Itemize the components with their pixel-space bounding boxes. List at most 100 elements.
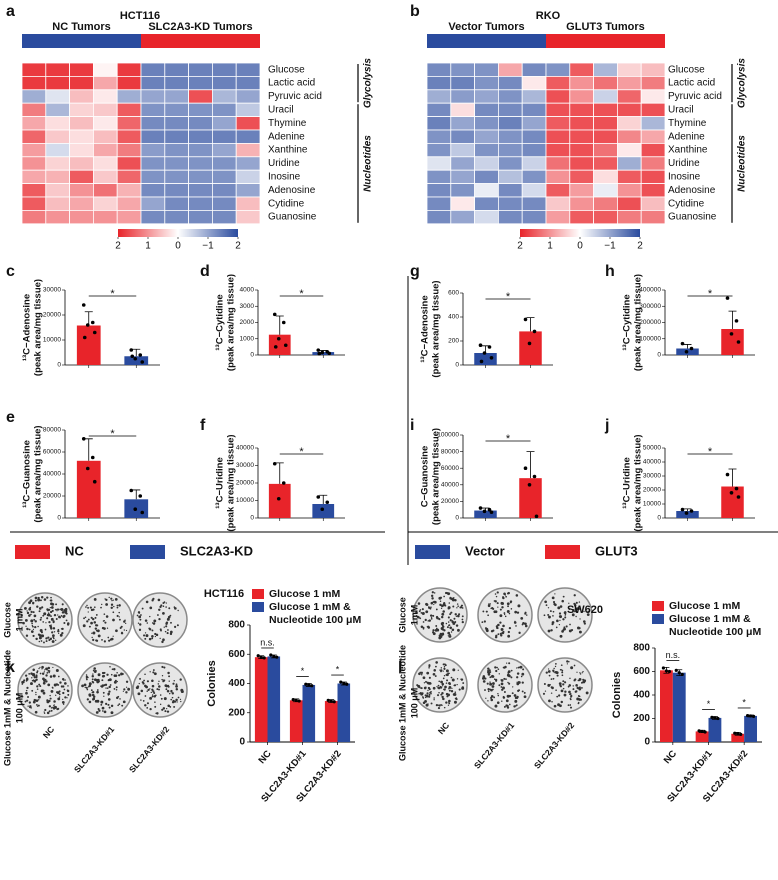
colony-dot [420,687,423,690]
colony-dot [487,700,489,702]
row-label: Lactic acid [668,78,715,89]
colony-dot [450,611,453,614]
colony-dot [554,593,556,595]
colony-dot [440,669,443,672]
bar [267,656,281,742]
colony-dot [119,698,121,700]
heatmap-cell [116,142,142,158]
data-point [320,350,325,355]
colony-dot [103,710,107,714]
heatmap-cell [640,156,666,171]
colorbar-tick-label: −1 [604,241,616,252]
colony-dot [49,675,53,678]
colony-dot [45,637,48,640]
colony-dot [60,633,63,636]
y-tick-label: 400 [228,678,245,689]
colony-dot [507,605,509,608]
colony-dot [419,609,422,611]
heatmap-cell [521,62,547,77]
colony-dot [568,602,570,604]
colony-dot [494,593,497,595]
colorbar [520,229,640,237]
colony-dot [125,691,128,694]
colony-dot [49,610,53,614]
heatmap-cell [545,76,571,91]
colony-dot [43,711,45,713]
heatmap-cell [45,196,70,211]
colony-dot [496,701,500,704]
colony-dot [441,615,444,619]
data-point [133,507,138,512]
colony-dot [41,672,45,676]
colony-dot [62,691,65,695]
plate-row-label: Glucose 1mM & Nucleotide [397,645,407,761]
colony-dot [514,620,516,623]
colony-dot [175,684,178,688]
colony-dot [552,669,555,672]
heatmap-cell [474,209,499,225]
colony-dot [494,678,498,682]
colony-dot [101,674,105,678]
colony-dot [51,640,55,643]
colony-dot [42,677,45,681]
colony-dot [495,669,498,673]
y-tick-label: 20000 [43,493,61,500]
data-point [281,481,286,485]
colony-dot [146,622,149,624]
row-label: Guanosine [268,212,317,223]
colony-dot [551,701,553,703]
data-point [489,356,494,360]
colony-dot [163,697,167,701]
colony-dot [55,668,59,672]
colony-dot [91,675,95,678]
colony-dot [162,605,165,608]
colony-dot [508,682,511,685]
colony-dot [113,667,116,671]
colony-dot [431,597,434,600]
colony-dot [159,703,162,706]
colorbar-tick-label: 2 [517,241,523,252]
colony-dot [176,701,178,703]
heatmap-cell [450,142,475,158]
error-bar [526,317,535,332]
colony-dot [87,606,89,609]
colony-dot [110,606,113,610]
heatmap-cell [93,196,118,211]
heatmap-cell [426,183,452,198]
colony-dot [25,674,28,677]
colony-dot [116,604,119,607]
heatmap-cell [164,169,190,184]
colony-dot [145,685,148,689]
y-tick-label: 30000 [643,473,661,480]
colony-dot [38,607,42,610]
colony-dot [501,700,503,702]
colony-dot [49,694,51,697]
data-point [689,509,694,513]
colony-dot [498,684,501,687]
row-label: Pyruvic acid [268,91,322,102]
data-point [703,730,707,734]
heatmap-cell [164,102,190,117]
data-point [129,488,134,493]
y-tick-label: 200 [633,713,650,724]
colony-dot [170,689,173,693]
colony-dot [98,709,101,712]
colony-dot [557,606,561,610]
colony-dot [155,633,159,637]
colony-dot [175,688,179,691]
colony-dot [422,676,426,680]
colony-dot [442,610,445,613]
colony-dot [94,699,98,703]
colony-dot [506,662,508,664]
y-tick-label: 40000 [643,459,661,466]
colony-dot [167,704,170,708]
colony-dot [93,621,97,624]
colony-dot [63,621,66,625]
colony-dot [105,603,109,606]
colony-dot [38,634,42,637]
colony-dot [50,606,54,609]
colony-dot [138,612,141,614]
colony-dot [453,700,457,704]
data-point [327,351,332,356]
data-point [745,713,750,718]
